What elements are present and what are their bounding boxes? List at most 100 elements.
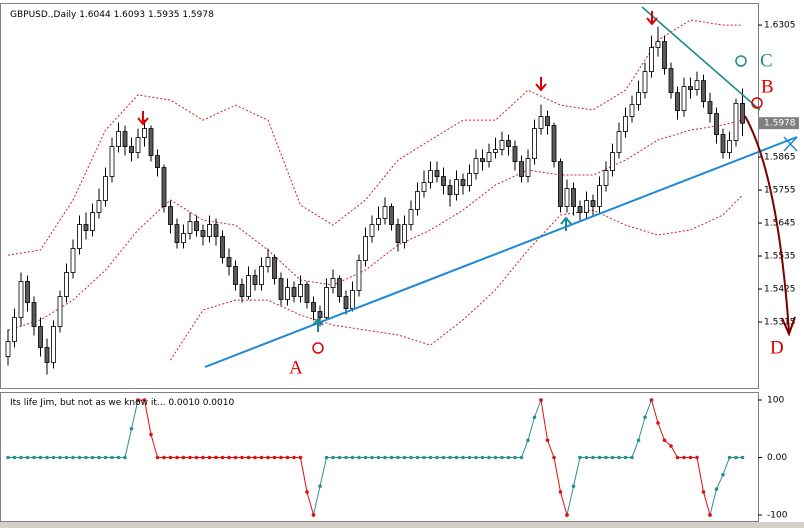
indicator-dot	[688, 455, 693, 460]
down-arrow	[137, 111, 149, 126]
candle-body	[402, 224, 407, 243]
candle	[18, 272, 24, 327]
candle-body	[259, 266, 264, 285]
candle-body	[649, 47, 654, 72]
indicator-dot	[175, 455, 179, 460]
indicator-dot	[220, 455, 225, 460]
candle-body	[506, 140, 511, 147]
candle	[733, 98, 739, 147]
main-plot	[5, 19, 745, 375]
candle-body	[662, 41, 667, 69]
indicator-dot	[467, 455, 472, 460]
candle	[142, 119, 147, 147]
candle	[356, 254, 362, 297]
indicator-dot	[448, 455, 452, 460]
candle-body	[311, 302, 316, 312]
candle	[278, 272, 284, 306]
indicator-dot	[155, 455, 160, 460]
candle-body	[473, 158, 479, 174]
cross-marker	[783, 136, 798, 152]
candle	[311, 296, 316, 321]
indicator-dot	[734, 455, 738, 460]
close-value: 1.5978	[182, 10, 214, 20]
candle	[109, 137, 115, 183]
indicator-dot	[409, 455, 413, 460]
indicator-dot	[214, 455, 218, 460]
candle	[70, 239, 76, 279]
candle	[233, 260, 238, 291]
circle-marker	[312, 342, 324, 354]
time-axis-strip	[0, 522, 804, 528]
candle-body	[31, 302, 37, 327]
indicator-dot	[259, 455, 264, 460]
indicator-dot	[168, 455, 173, 460]
label-a: A	[289, 357, 303, 378]
indicator-dot	[357, 455, 361, 460]
candle	[252, 269, 258, 291]
indicator-title: Its life Jim, but not as we know it...	[10, 398, 165, 408]
indicator-dot	[246, 455, 251, 460]
candle	[707, 92, 713, 123]
candle	[148, 125, 154, 162]
candle	[122, 125, 128, 156]
candle	[480, 149, 485, 171]
indicator-dot	[682, 455, 686, 460]
candle	[38, 317, 43, 357]
indicator-dot	[402, 455, 407, 460]
indicator-dot	[383, 455, 387, 460]
indicator-dot	[643, 415, 647, 420]
indicator-dot	[71, 455, 75, 460]
candle-body	[5, 341, 11, 357]
up-arrow	[312, 317, 324, 332]
candle	[506, 134, 511, 156]
candle	[226, 248, 232, 276]
indicator-dot	[480, 455, 485, 460]
candle	[285, 278, 290, 306]
candle-body	[350, 290, 355, 309]
candle	[31, 296, 37, 336]
candle	[597, 176, 602, 213]
indicator-dot	[142, 398, 147, 402]
candle-body	[454, 179, 459, 195]
candle	[389, 203, 394, 231]
label-b: B	[761, 76, 774, 97]
symbol: GBPUSD.,Daily	[10, 10, 77, 20]
candle-body	[629, 104, 635, 117]
candle-body	[694, 80, 700, 90]
indicator-dot	[363, 455, 368, 460]
candle	[5, 329, 11, 366]
indicator-dot	[662, 438, 667, 443]
chart-header: GBPUSD.,Daily 1.6044 1.6093 1.5935 1.597…	[10, 10, 214, 20]
indicator-dot	[669, 444, 673, 448]
indicator-dot	[188, 455, 192, 460]
indicator-dot	[571, 484, 576, 489]
indicator-dot	[194, 455, 199, 460]
indicator-dot	[578, 455, 582, 460]
candle-body	[727, 140, 732, 153]
candle	[571, 182, 576, 216]
candle	[499, 131, 505, 156]
indicator-dot	[636, 438, 641, 443]
candle	[12, 308, 17, 348]
candle	[714, 107, 719, 144]
candle	[655, 26, 661, 57]
open-value: 1.6044	[79, 10, 111, 20]
indicator-dot	[552, 455, 556, 460]
indicator-dot	[344, 455, 348, 460]
candle-body	[493, 149, 498, 153]
candle-body	[519, 161, 524, 177]
indicator-dot	[422, 455, 426, 460]
indicator-dot	[90, 455, 95, 460]
indicator-dot	[25, 455, 30, 460]
indicator-dot	[675, 455, 680, 460]
indicator-dot	[714, 487, 719, 491]
candle-body	[213, 224, 219, 237]
indicator-dot	[77, 455, 82, 460]
candle-body	[564, 188, 570, 207]
candle-body	[330, 278, 336, 288]
candle-body	[610, 152, 615, 171]
candle-body	[239, 284, 245, 297]
y-tick-label: 1.5865	[764, 153, 796, 163]
indicator-dot	[45, 455, 49, 460]
candle-body	[116, 131, 121, 147]
